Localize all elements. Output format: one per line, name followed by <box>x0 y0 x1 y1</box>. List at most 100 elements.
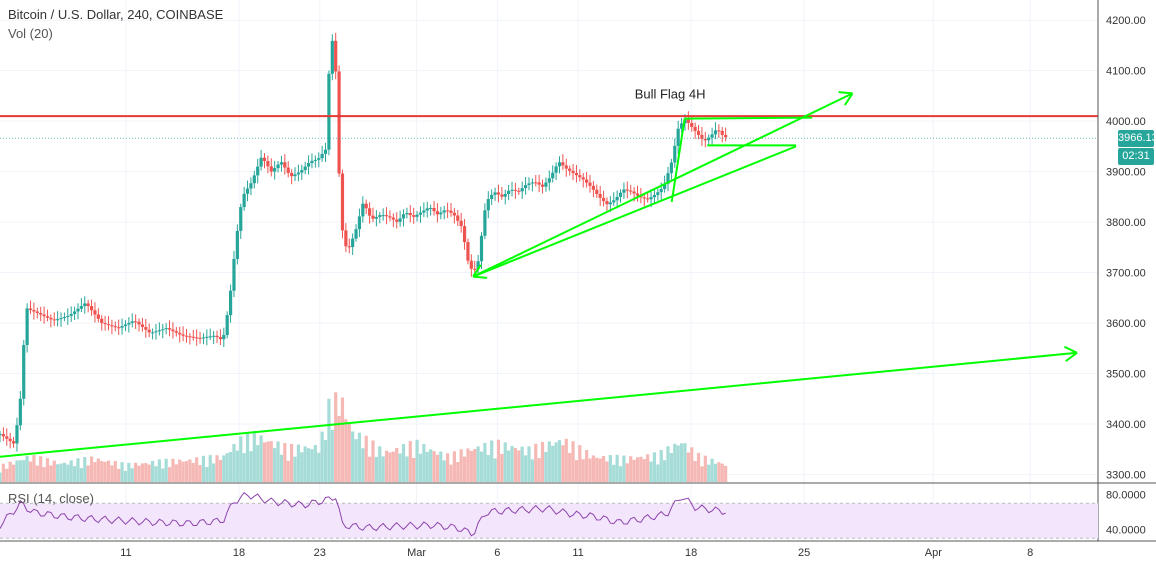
candle-body <box>540 184 545 187</box>
candle-body <box>66 315 70 318</box>
volume-bar <box>608 455 612 482</box>
volume-bar <box>432 451 436 482</box>
candle-body <box>588 182 592 186</box>
candle-body <box>174 331 178 333</box>
volume-bar <box>547 441 551 482</box>
volume-bar <box>679 443 684 482</box>
candle-body <box>249 183 253 189</box>
volume-bar <box>5 468 9 482</box>
candle-body <box>79 306 83 309</box>
candle-body <box>306 163 311 167</box>
volume-bar <box>262 442 267 482</box>
rsi-indicator-label[interactable]: RSI (14, close) <box>8 491 94 506</box>
volume-bar <box>588 458 592 482</box>
candle-body <box>317 158 321 160</box>
candle-body <box>717 130 721 132</box>
volume-bar <box>530 459 534 482</box>
volume-bar <box>110 465 114 482</box>
candle-body <box>313 159 317 161</box>
time-tick-label: 18 <box>233 547 245 559</box>
volume-bar <box>212 463 216 482</box>
volume-bar <box>469 450 473 482</box>
volume-bar <box>473 449 477 482</box>
candle-body <box>510 189 514 191</box>
candle-body <box>700 134 704 139</box>
candle-body <box>374 216 378 219</box>
candle-body <box>663 183 667 190</box>
candle-body <box>242 193 246 208</box>
volume-bar <box>130 468 134 482</box>
candle-body <box>330 40 334 74</box>
volume-bar <box>303 446 307 482</box>
volume-bar <box>378 446 382 482</box>
price-tick-label: 3300.00 <box>1106 469 1146 481</box>
volume-bar <box>25 456 29 482</box>
volume-bar <box>564 438 568 482</box>
volume-bar <box>422 444 426 482</box>
volume-bar <box>429 449 433 482</box>
chart-title[interactable]: Bitcoin / U.S. Dollar, 240, COINBASE <box>8 7 224 22</box>
volume-bar <box>351 431 355 482</box>
volume-bar <box>313 444 317 482</box>
trendline-arrowhead <box>844 92 854 106</box>
volume-indicator-label[interactable]: Vol (20) <box>8 26 53 41</box>
volume-bar <box>445 453 450 482</box>
candle-body <box>11 441 16 444</box>
candle-body <box>120 326 124 328</box>
volume-bar <box>615 454 619 482</box>
candle-body <box>500 194 504 197</box>
volume-bar <box>493 458 497 482</box>
candle-body <box>442 210 446 213</box>
volume-bar <box>96 458 100 482</box>
candle-body <box>39 312 43 315</box>
candle-body <box>137 321 141 325</box>
volume-bar <box>632 459 636 482</box>
candle-body <box>551 172 555 179</box>
volume-bar <box>290 443 294 482</box>
candle-body <box>273 168 277 172</box>
candle-body <box>517 190 521 192</box>
volume-bar <box>361 448 365 482</box>
volume-bar <box>724 465 728 482</box>
candle-body <box>320 153 324 159</box>
volume-bar <box>690 447 694 482</box>
candle-body <box>117 327 121 329</box>
volume-bar <box>45 458 50 482</box>
candle-body <box>635 193 640 196</box>
volume-bar <box>551 445 555 482</box>
volume-bar <box>503 442 507 482</box>
candle-body <box>100 318 104 324</box>
volume-bar <box>300 452 304 482</box>
volume-bar <box>66 464 70 482</box>
trendline <box>670 118 686 203</box>
candle-body <box>93 310 97 315</box>
volume-bar <box>62 462 67 482</box>
volume-bar <box>188 459 192 482</box>
volume-bar <box>612 464 616 482</box>
candle-body <box>334 40 338 72</box>
volume-bar <box>103 461 107 482</box>
candle-body <box>666 173 670 184</box>
candle-body <box>486 199 490 211</box>
candle-body <box>259 157 263 167</box>
volume-bar <box>534 443 538 482</box>
volume-bar <box>72 466 77 482</box>
candle-body <box>49 317 53 320</box>
candle-body <box>256 166 260 176</box>
candle-body <box>32 309 36 312</box>
volume-bar <box>527 446 531 482</box>
rsi-line <box>0 491 726 537</box>
candle-body <box>96 314 100 319</box>
candle-body <box>283 162 287 168</box>
price-tick-label: 3600.00 <box>1106 318 1146 330</box>
volume-bar <box>310 449 314 482</box>
candle-body <box>178 332 182 335</box>
candle-body <box>585 179 589 183</box>
candle-body <box>164 328 168 330</box>
candle-body <box>547 178 551 183</box>
volume-bar <box>49 465 53 482</box>
candle-body <box>245 188 250 194</box>
volume-bar <box>215 455 219 482</box>
candle-body <box>15 425 19 444</box>
